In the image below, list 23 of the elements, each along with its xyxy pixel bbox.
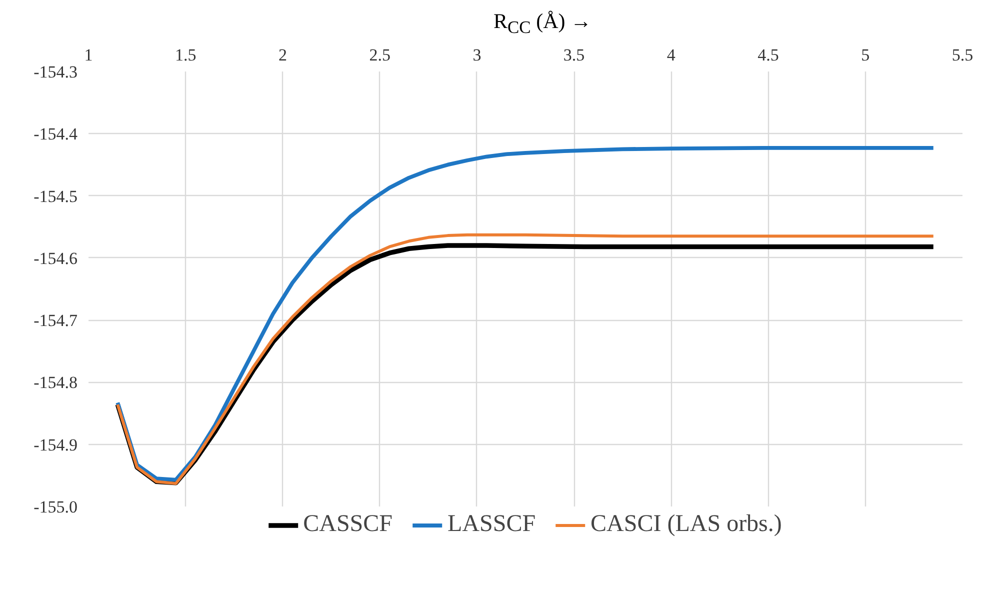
- y-tick-label: -154.9: [34, 435, 78, 454]
- legend-label: CASSCF: [303, 511, 392, 538]
- x-tick-label: 1.5: [174, 46, 196, 64]
- x-tick-label: 2.5: [369, 46, 390, 64]
- x-tick-label: 5.5: [952, 46, 974, 64]
- x-tick-label: 4: [666, 46, 676, 64]
- x-tick-label: 5: [861, 46, 870, 64]
- line-series: [116, 146, 936, 482]
- y-tick-label: -154.7: [34, 311, 78, 330]
- x-tick-label: 3: [472, 46, 482, 64]
- y-tick-label: -154.6: [34, 248, 78, 268]
- y-tick-label: -154.5: [34, 186, 78, 206]
- x-tick-label: 1: [84, 46, 93, 64]
- x-tick-label: 3.5: [563, 46, 585, 64]
- legend-label: CASCI (LAS orbs.): [590, 511, 782, 538]
- x-tick-label: 4.5: [758, 46, 779, 64]
- y-tick-label: -154.8: [34, 373, 78, 392]
- y-tick-label: -155.0: [34, 498, 78, 516]
- y-tick-label: -154.4: [34, 124, 78, 144]
- x-axis-title: R$_{CC}$ (Å) →: [493, 8, 592, 40]
- x-tick-label: 2: [278, 46, 287, 64]
- y-tick-label: -154.3: [34, 62, 78, 82]
- legend-label: LASSCF: [448, 511, 536, 538]
